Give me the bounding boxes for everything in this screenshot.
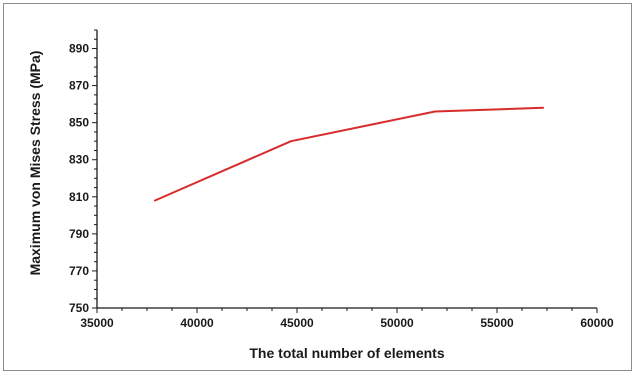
y-tick-label: 810 — [69, 190, 89, 204]
x-tick-label: 35000 — [80, 316, 114, 330]
chart-frame — [3, 3, 632, 371]
x-tick-label: 60000 — [580, 316, 614, 330]
axes — [96, 30, 597, 309]
y-tick-label: 790 — [69, 227, 89, 241]
y-tick-label: 870 — [69, 79, 89, 93]
data-point — [290, 140, 292, 142]
data-point — [154, 199, 156, 202]
series-line — [154, 106, 544, 202]
x-axis-title: The total number of elements — [249, 345, 444, 361]
x-tick-label: 40000 — [180, 316, 214, 330]
y-tick-label: 770 — [69, 264, 89, 278]
y-tick-label: 750 — [69, 301, 89, 315]
x-tick-label: 55000 — [480, 316, 514, 330]
data-point — [542, 107, 544, 109]
x-tick-label: 45000 — [280, 316, 314, 330]
y-tick-label: 890 — [69, 42, 89, 56]
y-axis-title: Maximum von Mises Stress (MPa) — [27, 51, 43, 276]
x-tick-label: 50000 — [380, 316, 414, 330]
series — [154, 106, 544, 202]
y-tick-label: 850 — [69, 116, 89, 130]
ticks: 750 770 790 810 830 850 870 890 35000 40000 45000 5… — [69, 29, 614, 330]
data-point — [434, 110, 436, 113]
y-tick-label: 830 — [69, 153, 89, 167]
